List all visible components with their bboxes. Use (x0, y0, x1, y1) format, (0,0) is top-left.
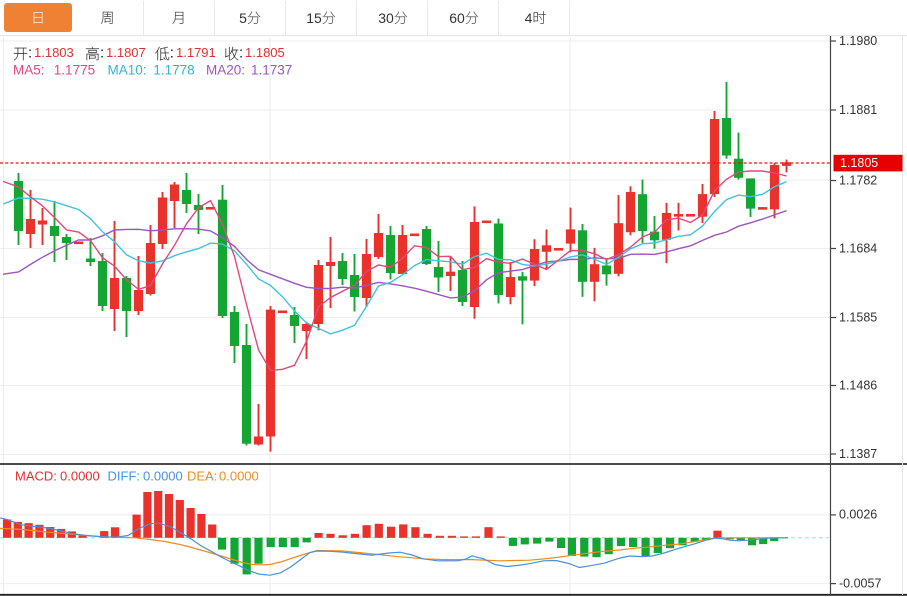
svg-text:0.0026: 0.0026 (839, 508, 877, 522)
svg-text:30: 30 (378, 10, 394, 26)
svg-text::: : (100, 44, 104, 61)
svg-text:MACD:: MACD: (15, 468, 57, 483)
svg-text:1.1807: 1.1807 (106, 45, 146, 60)
svg-text:1.1387: 1.1387 (839, 447, 877, 461)
svg-text:1.1585: 1.1585 (839, 310, 877, 324)
svg-text:DEA:: DEA: (187, 468, 217, 483)
svg-text:1.1778: 1.1778 (153, 63, 194, 78)
svg-text:1.1805: 1.1805 (245, 45, 285, 60)
svg-text:5: 5 (239, 10, 247, 26)
svg-text:DIFF:: DIFF: (108, 468, 141, 483)
svg-text::: : (239, 44, 243, 61)
svg-text::: : (170, 44, 174, 61)
svg-text:1.1775: 1.1775 (54, 63, 95, 78)
svg-text:MA20:: MA20: (206, 63, 245, 78)
svg-text:MA10:: MA10: (108, 63, 147, 78)
svg-text:1.1881: 1.1881 (839, 103, 877, 117)
svg-text:15: 15 (306, 10, 322, 26)
svg-text:1.1805: 1.1805 (840, 156, 878, 170)
svg-text:MA5:: MA5: (13, 63, 45, 78)
svg-text:4: 4 (525, 10, 533, 26)
svg-text:60: 60 (449, 10, 465, 26)
svg-text:0.0000: 0.0000 (60, 468, 100, 483)
svg-text::: : (28, 44, 32, 61)
svg-text:1.1791: 1.1791 (176, 45, 216, 60)
svg-text:-0.0057: -0.0057 (839, 576, 881, 590)
svg-text:1.1980: 1.1980 (839, 34, 877, 48)
svg-text:0.0000: 0.0000 (143, 468, 183, 483)
svg-text:1.1486: 1.1486 (839, 378, 877, 392)
svg-text:1.1737: 1.1737 (251, 63, 292, 78)
svg-text:1.1803: 1.1803 (34, 45, 74, 60)
svg-text:0.0000: 0.0000 (219, 468, 259, 483)
svg-text:1.1684: 1.1684 (839, 241, 877, 255)
svg-text:1.1782: 1.1782 (839, 173, 877, 187)
